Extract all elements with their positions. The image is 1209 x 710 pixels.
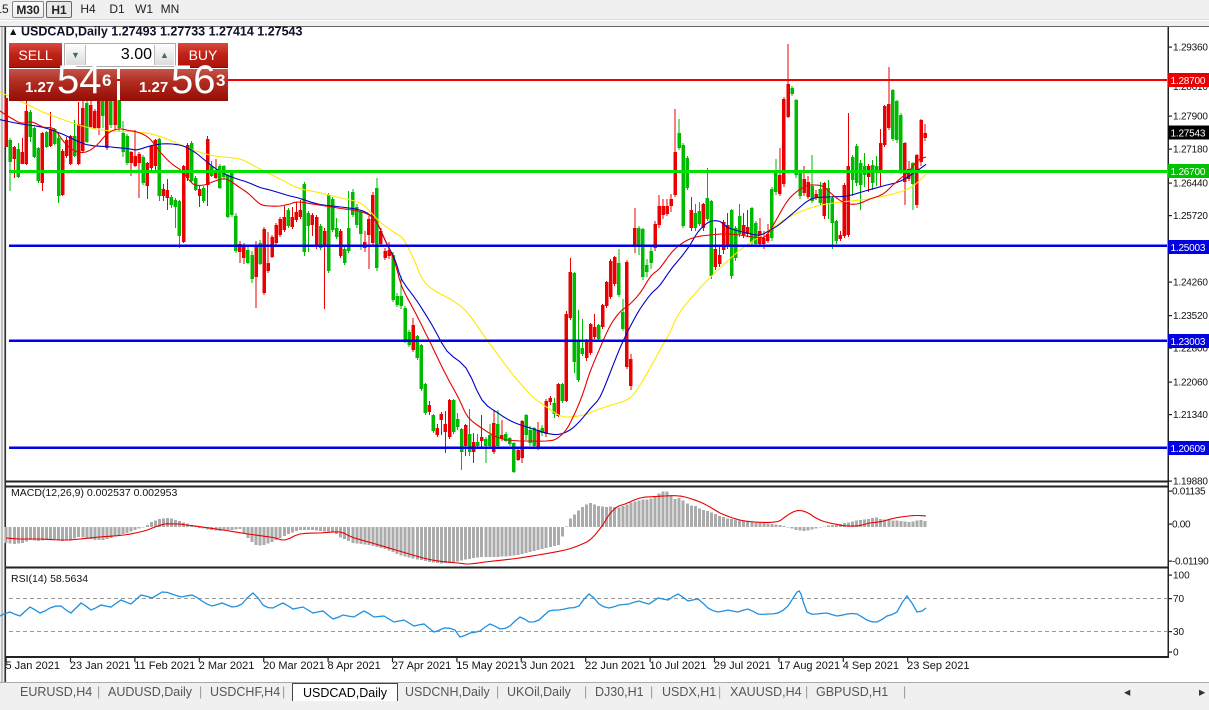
svg-text:17 Aug 2021: 17 Aug 2021 <box>778 660 840 672</box>
svg-text:3 Jun 2021: 3 Jun 2021 <box>521 660 575 672</box>
svg-text:▲: ▲ <box>8 26 18 38</box>
svg-text:1.26440: 1.26440 <box>1173 179 1208 190</box>
svg-text:1.27900: 1.27900 <box>1173 112 1208 123</box>
svg-text:1.22800: 1.22800 <box>1173 344 1208 355</box>
svg-text:1.24260: 1.24260 <box>1173 278 1208 289</box>
svg-text:1.26700: 1.26700 <box>1171 167 1206 178</box>
svg-text:USDCAD,Daily 1.27493 1.27733: USDCAD,Daily 1.27493 1.27733 1.27414 1.2… <box>21 25 302 39</box>
svg-text:22 Jun 2021: 22 Jun 2021 <box>585 660 646 672</box>
svg-text:11 Feb 2021: 11 Feb 2021 <box>134 660 195 672</box>
svg-text:1.21340: 1.21340 <box>1173 410 1208 421</box>
svg-text:10 Jul 2021: 10 Jul 2021 <box>650 660 707 672</box>
svg-text:23 Jan 2021: 23 Jan 2021 <box>70 660 131 672</box>
svg-text:15 May 2021: 15 May 2021 <box>456 660 520 672</box>
svg-text:2 Mar 2021: 2 Mar 2021 <box>199 660 255 672</box>
svg-text:4 Sep 2021: 4 Sep 2021 <box>843 660 899 672</box>
svg-text:1.22060: 1.22060 <box>1173 378 1208 389</box>
svg-text:5 Jan 2021: 5 Jan 2021 <box>6 660 60 672</box>
svg-text:20 Mar 2021: 20 Mar 2021 <box>263 660 325 672</box>
svg-text:RSI(14) 58.5634: RSI(14) 58.5634 <box>11 573 88 585</box>
svg-text:27 Apr 2021: 27 Apr 2021 <box>392 660 451 672</box>
svg-text:30: 30 <box>1173 627 1185 638</box>
svg-text:MACD(12,26,9) 0.002537 0.00295: MACD(12,26,9) 0.002537 0.002953 <box>11 487 178 499</box>
svg-text:1.23520: 1.23520 <box>1173 311 1208 322</box>
svg-text:0.01135: 0.01135 <box>1172 487 1206 498</box>
svg-text:1.25003: 1.25003 <box>1171 243 1206 254</box>
svg-text:1.20609: 1.20609 <box>1171 444 1206 455</box>
svg-text:0.00: 0.00 <box>1172 520 1191 531</box>
svg-text:8 Apr 2021: 8 Apr 2021 <box>328 660 381 672</box>
svg-text:29 Jul 2021: 29 Jul 2021 <box>714 660 771 672</box>
svg-text:1.25720: 1.25720 <box>1173 211 1208 222</box>
svg-text:1.19880: 1.19880 <box>1173 477 1208 488</box>
svg-text:1.28700: 1.28700 <box>1171 76 1206 87</box>
svg-text:-0.01190: -0.01190 <box>1172 557 1209 568</box>
svg-text:100: 100 <box>1173 571 1190 582</box>
svg-text:1.29360: 1.29360 <box>1173 43 1208 54</box>
svg-text:0: 0 <box>1173 648 1179 659</box>
svg-text:70: 70 <box>1173 594 1185 605</box>
svg-text:23 Sep 2021: 23 Sep 2021 <box>907 660 969 672</box>
svg-text:1.27180: 1.27180 <box>1173 145 1208 156</box>
svg-text:1.28610: 1.28610 <box>1173 82 1208 93</box>
svg-text:1.27543: 1.27543 <box>1171 128 1206 139</box>
svg-text:1.23003: 1.23003 <box>1171 337 1206 348</box>
